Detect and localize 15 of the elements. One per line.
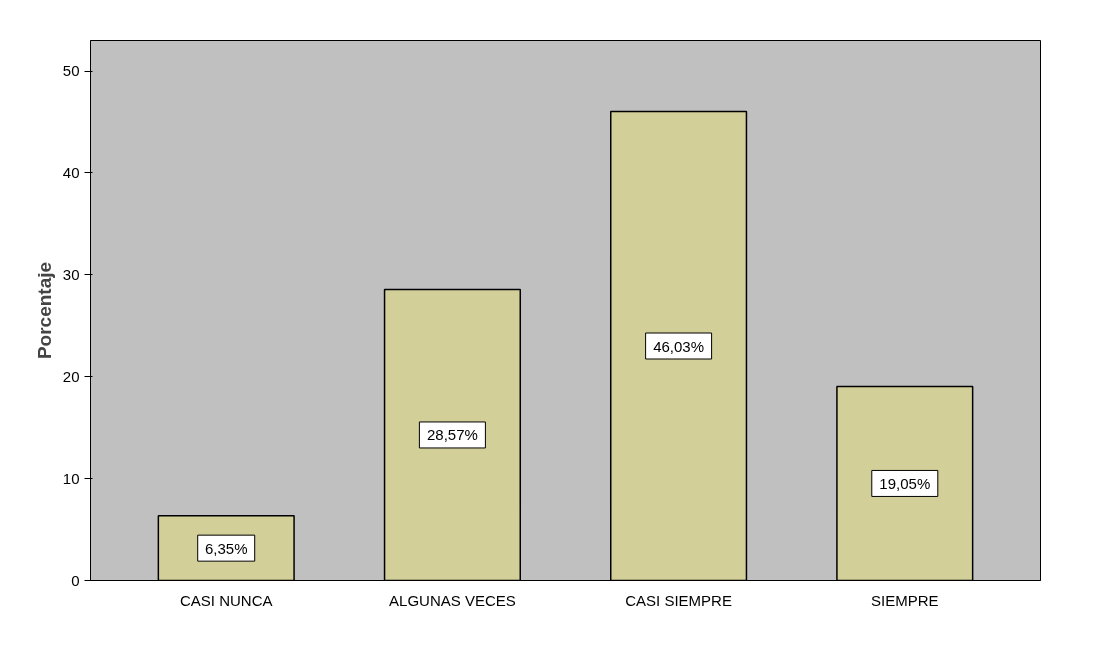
- y-tick-label: 40: [62, 163, 80, 181]
- data-label: 19,05%: [879, 474, 931, 492]
- y-tick-label: 20: [62, 367, 80, 385]
- x-tick-label: CASI SIEMPRE: [625, 591, 732, 609]
- x-tick-label: SIEMPRE: [871, 591, 939, 609]
- y-axis-title: Porcentaje: [33, 261, 55, 360]
- y-tick-label: 0: [71, 571, 80, 589]
- y-tick-label: 50: [62, 62, 80, 80]
- y-tick-label: 10: [62, 469, 80, 487]
- x-tick-label: ALGUNAS VECES: [389, 591, 516, 609]
- data-label: 46,03%: [653, 337, 705, 355]
- data-label: 6,35%: [204, 539, 248, 557]
- y-tick-label: 30: [62, 265, 80, 283]
- data-label: 28,57%: [426, 426, 478, 444]
- x-tick-label: CASI NUNCA: [179, 591, 273, 609]
